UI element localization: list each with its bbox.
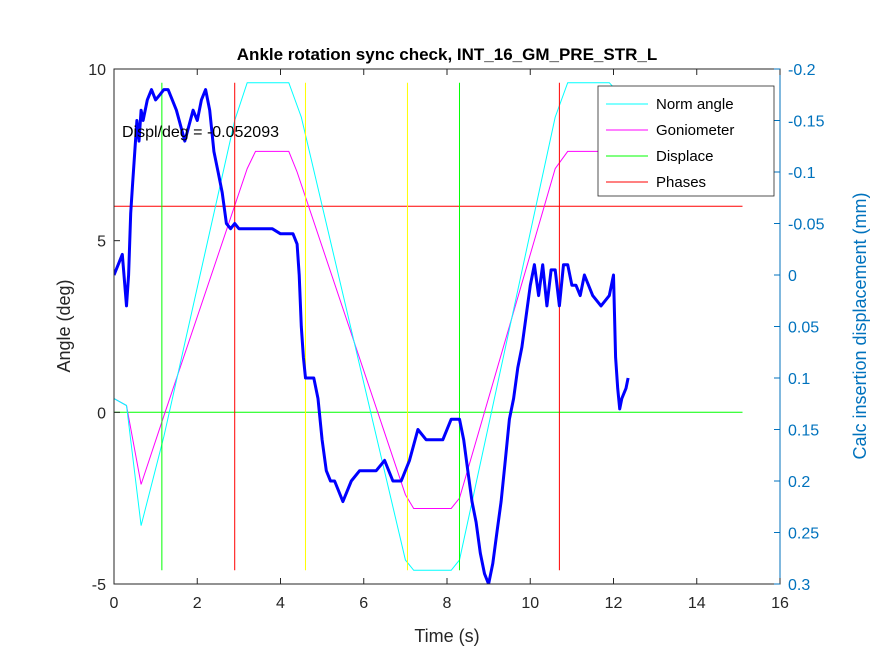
y-tick-label: 0 [97,405,106,422]
right-y-tick-label: 0 [788,268,797,285]
x-tick-label: 14 [688,595,706,612]
x-tick-label: 12 [605,595,623,612]
series-layer [114,82,743,584]
right-y-tick-label: 0.15 [788,423,819,440]
series-displacement-trace [114,88,630,584]
x-tick-label: 2 [193,595,202,612]
x-tick-label: 4 [276,595,285,612]
series-goniometer [114,150,623,509]
right-y-tick-label: 0.2 [788,474,810,491]
right-y-tick-label: 0.05 [788,320,819,337]
right-y-axis-label: Calc insertion displacement (mm) [850,192,870,459]
right-y-tick-label: -0.15 [788,114,825,131]
legend-label-norm-angle: Norm angle [656,96,734,113]
legend-label-goniometer: Goniometer [656,122,734,139]
right-y-tick-label: 0.25 [788,526,819,543]
legend-label-phases: Phases [656,174,706,191]
series-norm-angle [114,82,623,571]
right-y-tick-label: 0.1 [788,371,810,388]
right-y-tick-label: -0.05 [788,217,825,234]
right-y-tick-label: -0.1 [788,165,816,182]
legend-label-displace: Displace [656,148,714,165]
x-tick-label: 6 [359,595,368,612]
x-tick-label: 10 [521,595,539,612]
y-tick-label: -5 [92,577,106,594]
y-axis-label: Angle (deg) [54,279,74,372]
x-tick-label: 0 [110,595,119,612]
y-tick-label: 5 [97,234,106,251]
x-tick-label: 16 [771,595,789,612]
x-axis-label: Time (s) [414,626,479,646]
x-tick-label: 8 [443,595,452,612]
right-y-tick-label: -0.2 [788,62,816,79]
right-y-tick-label: 0.3 [788,577,810,594]
annotation-displ-per-deg: Displ/deg = -0.052093 [122,124,279,141]
chart-title: Ankle rotation sync check, INT_16_GM_PRE… [237,45,657,64]
y-tick-label: 10 [88,62,106,79]
legend: Norm angle Goniometer Displace Phases [597,85,775,197]
